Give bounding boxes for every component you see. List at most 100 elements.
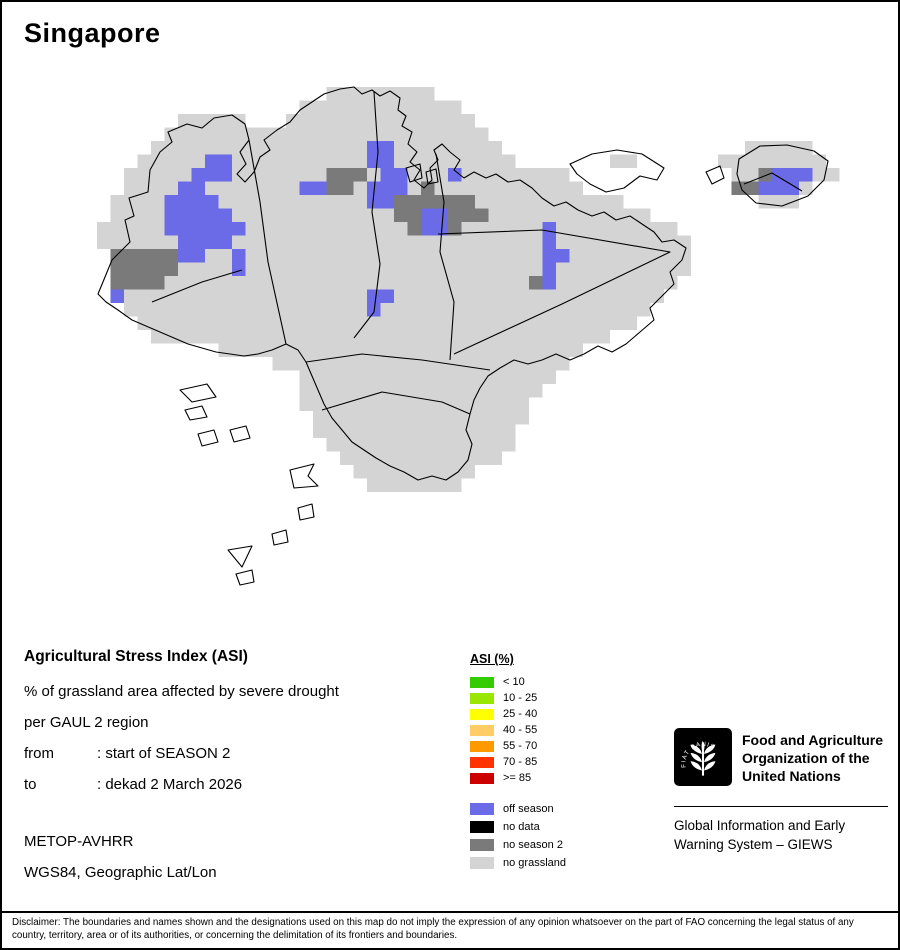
raster-cell [245,208,259,222]
raster-cell [299,114,313,128]
raster-cell [502,168,516,182]
map-boundaries [97,86,829,586]
raster-cell [313,262,327,276]
raster-cell [434,370,448,384]
raster-cell [380,451,394,465]
raster-cell [434,316,448,330]
raster-cell [515,262,529,276]
raster-cell [218,249,232,263]
raster-cell [245,249,259,263]
raster-cell [448,276,462,290]
raster-cell [502,343,516,357]
raster-cell [515,357,529,371]
from-value: : start of SEASON 2 [97,745,231,762]
raster-cell [569,303,583,317]
raster-cell [380,141,394,155]
raster-cell [353,154,367,168]
raster-cell [407,276,421,290]
raster-cell [313,235,327,249]
to-value: : dekad 2 March 2026 [97,776,243,793]
raster-cell [299,397,313,411]
raster-cell [596,330,610,344]
raster-cell [434,289,448,303]
raster-cell [380,316,394,330]
raster-cell [326,330,340,344]
raster-cell [164,154,178,168]
raster-cell [151,195,165,209]
info-to-row: to: dekad 2 March 2026 [24,776,339,793]
raster-cell [421,343,435,357]
raster-cell [313,303,327,317]
raster-cell [326,424,340,438]
legend-item: 25 - 40 [470,706,566,722]
raster-cell [407,384,421,398]
raster-cell [380,154,394,168]
raster-cell [380,87,394,101]
raster-cell [529,222,543,236]
raster-cell [812,154,826,168]
raster-cell [326,357,340,371]
raster-cell [394,478,408,492]
raster-cell [367,154,381,168]
raster-cell [488,141,502,155]
raster-cell [556,208,570,222]
raster-cell [650,222,664,236]
raster-cell [421,262,435,276]
raster-cell [529,289,543,303]
raster-cell [650,276,664,290]
raster-cell [205,154,219,168]
raster-cell [367,357,381,371]
raster-cell [299,316,313,330]
raster-cell [394,154,408,168]
raster-cell [380,411,394,425]
raster-cell [299,154,313,168]
raster-cell [461,222,475,236]
raster-cell [367,249,381,263]
raster-cell [353,235,367,249]
raster-cell [394,451,408,465]
raster-cell [380,303,394,317]
raster-cell [299,127,313,141]
raster-cell [259,276,273,290]
raster-cell [556,168,570,182]
raster-cell [488,438,502,452]
raster-cell [529,276,543,290]
raster-cell [353,316,367,330]
raster-cell [529,343,543,357]
raster-cell [164,127,178,141]
raster-cell [529,181,543,195]
raster-cell [137,262,151,276]
raster-cell [205,181,219,195]
raster-cell [286,208,300,222]
raster-cell [542,235,556,249]
raster-cell [272,343,286,357]
raster-cell [97,222,111,236]
raster-cell [340,343,354,357]
raster-cell [178,181,192,195]
raster-cell [191,181,205,195]
raster-cell [353,438,367,452]
raster-cell [448,384,462,398]
raster-cell [394,276,408,290]
raster-cell [326,181,340,195]
raster-cell [178,330,192,344]
raster-cell [218,262,232,276]
raster-cell [542,262,556,276]
raster-cell [272,154,286,168]
raster-cell [164,168,178,182]
raster-cell [515,168,529,182]
raster-cell [313,330,327,344]
raster-cell [610,235,624,249]
raster-cell [448,397,462,411]
raster-cell [218,208,232,222]
raster-cell [245,181,259,195]
raster-cell [299,276,313,290]
raster-cell [326,100,340,114]
raster-cell [367,478,381,492]
raster-cell [529,235,543,249]
raster-cell [313,222,327,236]
raster-cell [313,276,327,290]
raster-cell [772,154,786,168]
raster-cell [299,330,313,344]
raster-cell [448,451,462,465]
